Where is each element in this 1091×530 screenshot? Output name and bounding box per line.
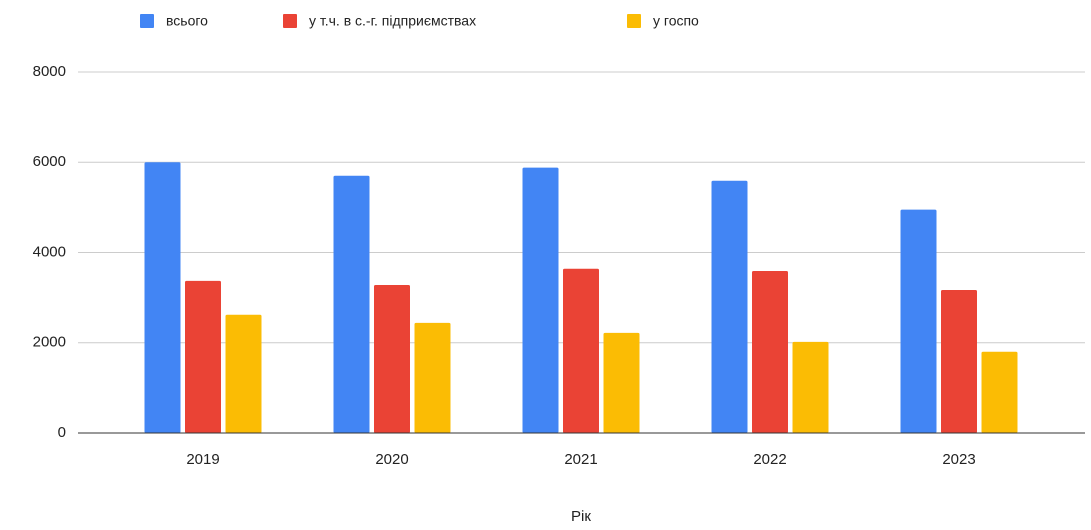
x-tick-label: 2019 xyxy=(186,451,219,468)
y-tick-label: 8000 xyxy=(33,63,66,80)
x-axis-label: Рік xyxy=(571,508,591,525)
x-tick-label: 2020 xyxy=(375,451,408,468)
legend-label: всього xyxy=(166,13,208,29)
y-tick-label: 4000 xyxy=(33,243,66,260)
bar xyxy=(144,162,181,433)
y-tick-label: 6000 xyxy=(33,153,66,170)
bar xyxy=(711,180,748,433)
bar xyxy=(792,341,829,433)
bar xyxy=(900,209,937,433)
bar xyxy=(225,314,262,433)
legend-swatch xyxy=(627,14,641,28)
bar xyxy=(374,284,410,433)
bar xyxy=(981,351,1018,433)
x-tick-label: 2021 xyxy=(564,451,597,468)
bar xyxy=(333,175,370,433)
y-tick-label: 2000 xyxy=(33,334,66,351)
bar xyxy=(563,268,599,433)
x-tick-label: 2023 xyxy=(942,451,975,468)
bar xyxy=(603,332,640,433)
x-tick-label: 2022 xyxy=(753,451,786,468)
legend-swatch xyxy=(140,14,154,28)
bar xyxy=(414,322,451,433)
legend-label: у госпо xyxy=(653,13,699,29)
bar xyxy=(752,271,788,433)
legend-swatch xyxy=(283,14,297,28)
bar xyxy=(522,167,559,434)
legend-label: у т.ч. в с.-г. підприємствах xyxy=(309,13,476,29)
bar xyxy=(941,289,977,433)
y-tick-label: 0 xyxy=(58,424,66,441)
bar xyxy=(185,280,221,433)
